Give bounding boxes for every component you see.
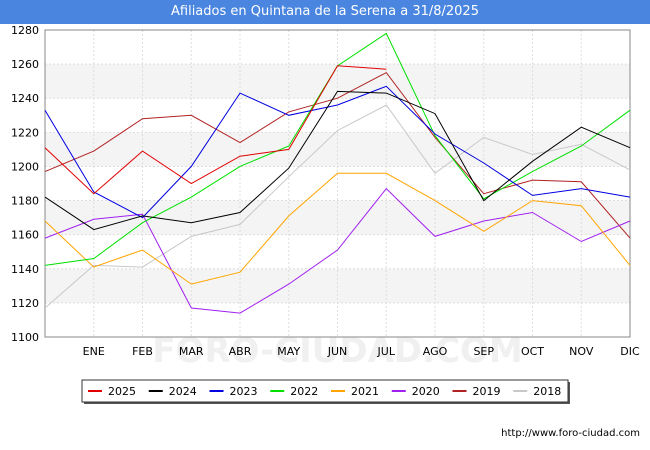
x-tick-label: ENE — [83, 345, 105, 358]
plot-band — [45, 64, 630, 99]
x-tick-label: OCT — [521, 345, 544, 358]
x-tick-label: DIC — [620, 345, 640, 358]
legend-label-2025: 2025 — [108, 385, 136, 398]
y-tick-label: 1200 — [11, 160, 39, 173]
x-tick-label: NOV — [569, 345, 594, 358]
series-line-2021 — [44, 172, 631, 285]
y-tick-label: 1160 — [11, 229, 39, 242]
y-tick-label: 1140 — [11, 263, 39, 276]
chart-title: Afiliados en Quintana de la Serena a 31/… — [0, 0, 650, 24]
y-tick-label: 1180 — [11, 195, 39, 208]
legend-label-2024: 2024 — [169, 385, 197, 398]
x-tick-label: SEP — [473, 345, 494, 358]
series-line-2025 — [44, 65, 387, 195]
plot-band — [45, 132, 630, 167]
y-tick-label: 1100 — [11, 331, 39, 344]
plot-band — [45, 268, 630, 303]
legend-label-2021: 2021 — [351, 385, 379, 398]
legend-label-2023: 2023 — [230, 385, 258, 398]
x-tick-label: JUN — [327, 345, 348, 358]
series-line-2023 — [44, 85, 631, 219]
series-line-2024 — [44, 90, 631, 231]
legend-label-2022: 2022 — [290, 385, 318, 398]
legend-label-2019: 2019 — [473, 385, 501, 398]
legend-label-2020: 2020 — [412, 385, 440, 398]
source-link[interactable]: http://www.foro-ciudad.com — [501, 428, 640, 439]
x-tick-label: ABR — [229, 345, 252, 358]
legend — [81, 379, 569, 403]
watermark: FORO-CIUDAD.COM — [152, 331, 523, 371]
y-tick-label: 1120 — [11, 297, 39, 310]
y-tick-label: 1280 — [11, 24, 39, 37]
y-tick-label: 1260 — [11, 58, 39, 71]
plot-border — [44, 29, 631, 338]
series-line-2018 — [44, 104, 631, 309]
x-tick-label: AGO — [423, 345, 448, 358]
x-tick-label: JUL — [377, 345, 396, 358]
x-tick-label: MAY — [277, 345, 300, 358]
y-tick-label: 1220 — [11, 126, 39, 139]
legend-label-2018: 2018 — [533, 385, 561, 398]
y-tick-label: 1240 — [11, 92, 39, 105]
x-tick-label: FEB — [132, 345, 153, 358]
x-tick-label: MAR — [179, 345, 204, 358]
series-line-2019 — [44, 71, 631, 239]
series-line-2020 — [44, 187, 631, 314]
